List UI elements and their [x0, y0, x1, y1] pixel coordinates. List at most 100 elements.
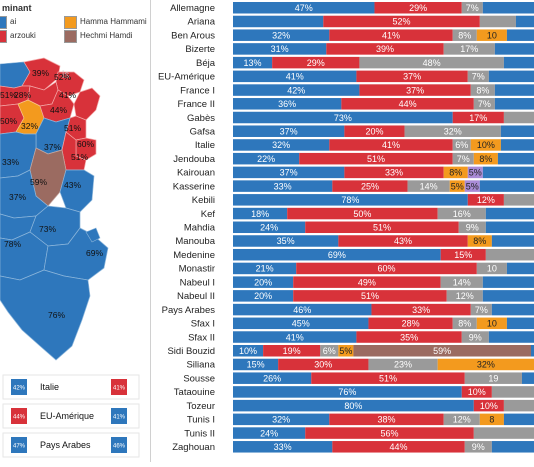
- comparison-label: Italie: [40, 382, 59, 392]
- left-badge-value: 42%: [13, 386, 26, 392]
- bar-segment[interactable]: [489, 71, 534, 83]
- bar-segment[interactable]: [504, 400, 534, 412]
- data-label: 73%: [334, 113, 352, 123]
- map-value-label: 60%: [77, 139, 94, 149]
- data-label: 19%: [283, 346, 301, 356]
- map-value-label: 37%: [44, 142, 61, 152]
- data-label: 21%: [256, 264, 274, 274]
- bar-segment[interactable]: [492, 386, 534, 398]
- bar-segment[interactable]: [483, 2, 534, 14]
- category-label: Kef: [201, 209, 216, 220]
- bar-segment[interactable]: [495, 43, 534, 55]
- bar-segment[interactable]: [516, 16, 534, 28]
- bar-segment[interactable]: [504, 57, 534, 69]
- data-label: 41%: [382, 140, 400, 150]
- map-value-label: 41%: [59, 90, 76, 100]
- data-label: 15%: [247, 360, 265, 370]
- bar-segment[interactable]: [492, 235, 534, 247]
- bar-segment[interactable]: [501, 139, 534, 151]
- bar-segment[interactable]: [233, 16, 323, 28]
- data-label: 17%: [469, 113, 487, 123]
- map-region-tataouine[interactable]: [0, 270, 90, 360]
- data-label: 33%: [274, 442, 292, 452]
- comparison-label: Pays Arabes: [40, 440, 91, 450]
- bar-segment[interactable]: [507, 263, 534, 275]
- bar-segment[interactable]: [504, 112, 534, 124]
- bar-segment[interactable]: [522, 372, 534, 384]
- right-badge-value: 41%: [113, 386, 126, 392]
- bar-segment[interactable]: [498, 153, 534, 165]
- category-label: Allemagne: [170, 3, 215, 14]
- bar-segment[interactable]: [495, 98, 534, 110]
- bar-segment[interactable]: [507, 29, 534, 41]
- data-label: 7%: [472, 72, 485, 82]
- comparison-label: EU-Amérique: [40, 411, 94, 421]
- data-label: 5%: [469, 168, 482, 178]
- data-label: 10%: [239, 346, 257, 356]
- bar-segment[interactable]: [492, 441, 534, 453]
- data-label: 17%: [460, 44, 478, 54]
- bar-segment[interactable]: [504, 194, 534, 206]
- data-label: 8%: [473, 236, 486, 246]
- category-label: Jendouba: [173, 154, 215, 165]
- bar-segment[interactable]: [483, 290, 534, 302]
- data-label: 8%: [449, 168, 462, 178]
- category-label: Siliana: [186, 360, 215, 371]
- bar-segment[interactable]: [474, 427, 534, 439]
- bar-segment[interactable]: [480, 16, 516, 28]
- data-label: 12%: [453, 415, 471, 425]
- data-label: 24%: [260, 428, 278, 438]
- data-label: 19: [488, 373, 498, 383]
- bar-segment[interactable]: [492, 304, 534, 316]
- data-label: 43%: [394, 236, 412, 246]
- data-label: 42%: [287, 85, 305, 95]
- right-badge-value: 46%: [113, 444, 126, 450]
- category-label: Tunis I: [187, 415, 215, 426]
- data-label: 13%: [244, 58, 262, 68]
- bar-segment[interactable]: [486, 249, 534, 261]
- data-label: 56%: [381, 428, 399, 438]
- bar-segment[interactable]: [480, 180, 534, 192]
- bar-segment[interactable]: [489, 331, 534, 343]
- data-label: 51%: [361, 291, 379, 301]
- data-label: 32%: [477, 360, 495, 370]
- data-label: 25%: [361, 181, 379, 191]
- bar-segment[interactable]: [504, 414, 534, 426]
- bar-segment[interactable]: [501, 125, 534, 137]
- bar-segment[interactable]: [486, 222, 534, 234]
- bar-segment[interactable]: [507, 318, 534, 330]
- data-label: 41%: [286, 332, 304, 342]
- category-label: Ben Arous: [171, 30, 215, 41]
- data-label: 8%: [458, 30, 471, 40]
- data-label: 38%: [378, 415, 396, 425]
- map-value-label: 39%: [32, 68, 49, 78]
- map-value-label: 51%: [64, 123, 81, 133]
- data-label: 60%: [378, 264, 396, 274]
- data-label: 37%: [403, 72, 421, 82]
- data-label: 9%: [469, 332, 482, 342]
- data-label: 23%: [394, 360, 412, 370]
- category-label: Medenine: [173, 250, 215, 261]
- data-label: 14%: [453, 277, 471, 287]
- bar-segment[interactable]: [495, 84, 534, 96]
- data-label: 29%: [307, 58, 325, 68]
- data-label: 78%: [341, 195, 359, 205]
- data-label: 7%: [478, 99, 491, 109]
- bar-segment[interactable]: [483, 167, 534, 179]
- data-label: 8%: [476, 85, 489, 95]
- bar-segment[interactable]: [483, 276, 534, 288]
- data-label: 51%: [379, 373, 397, 383]
- bar-segment[interactable]: [486, 208, 534, 220]
- map-region-sfax[interactable]: [60, 170, 94, 212]
